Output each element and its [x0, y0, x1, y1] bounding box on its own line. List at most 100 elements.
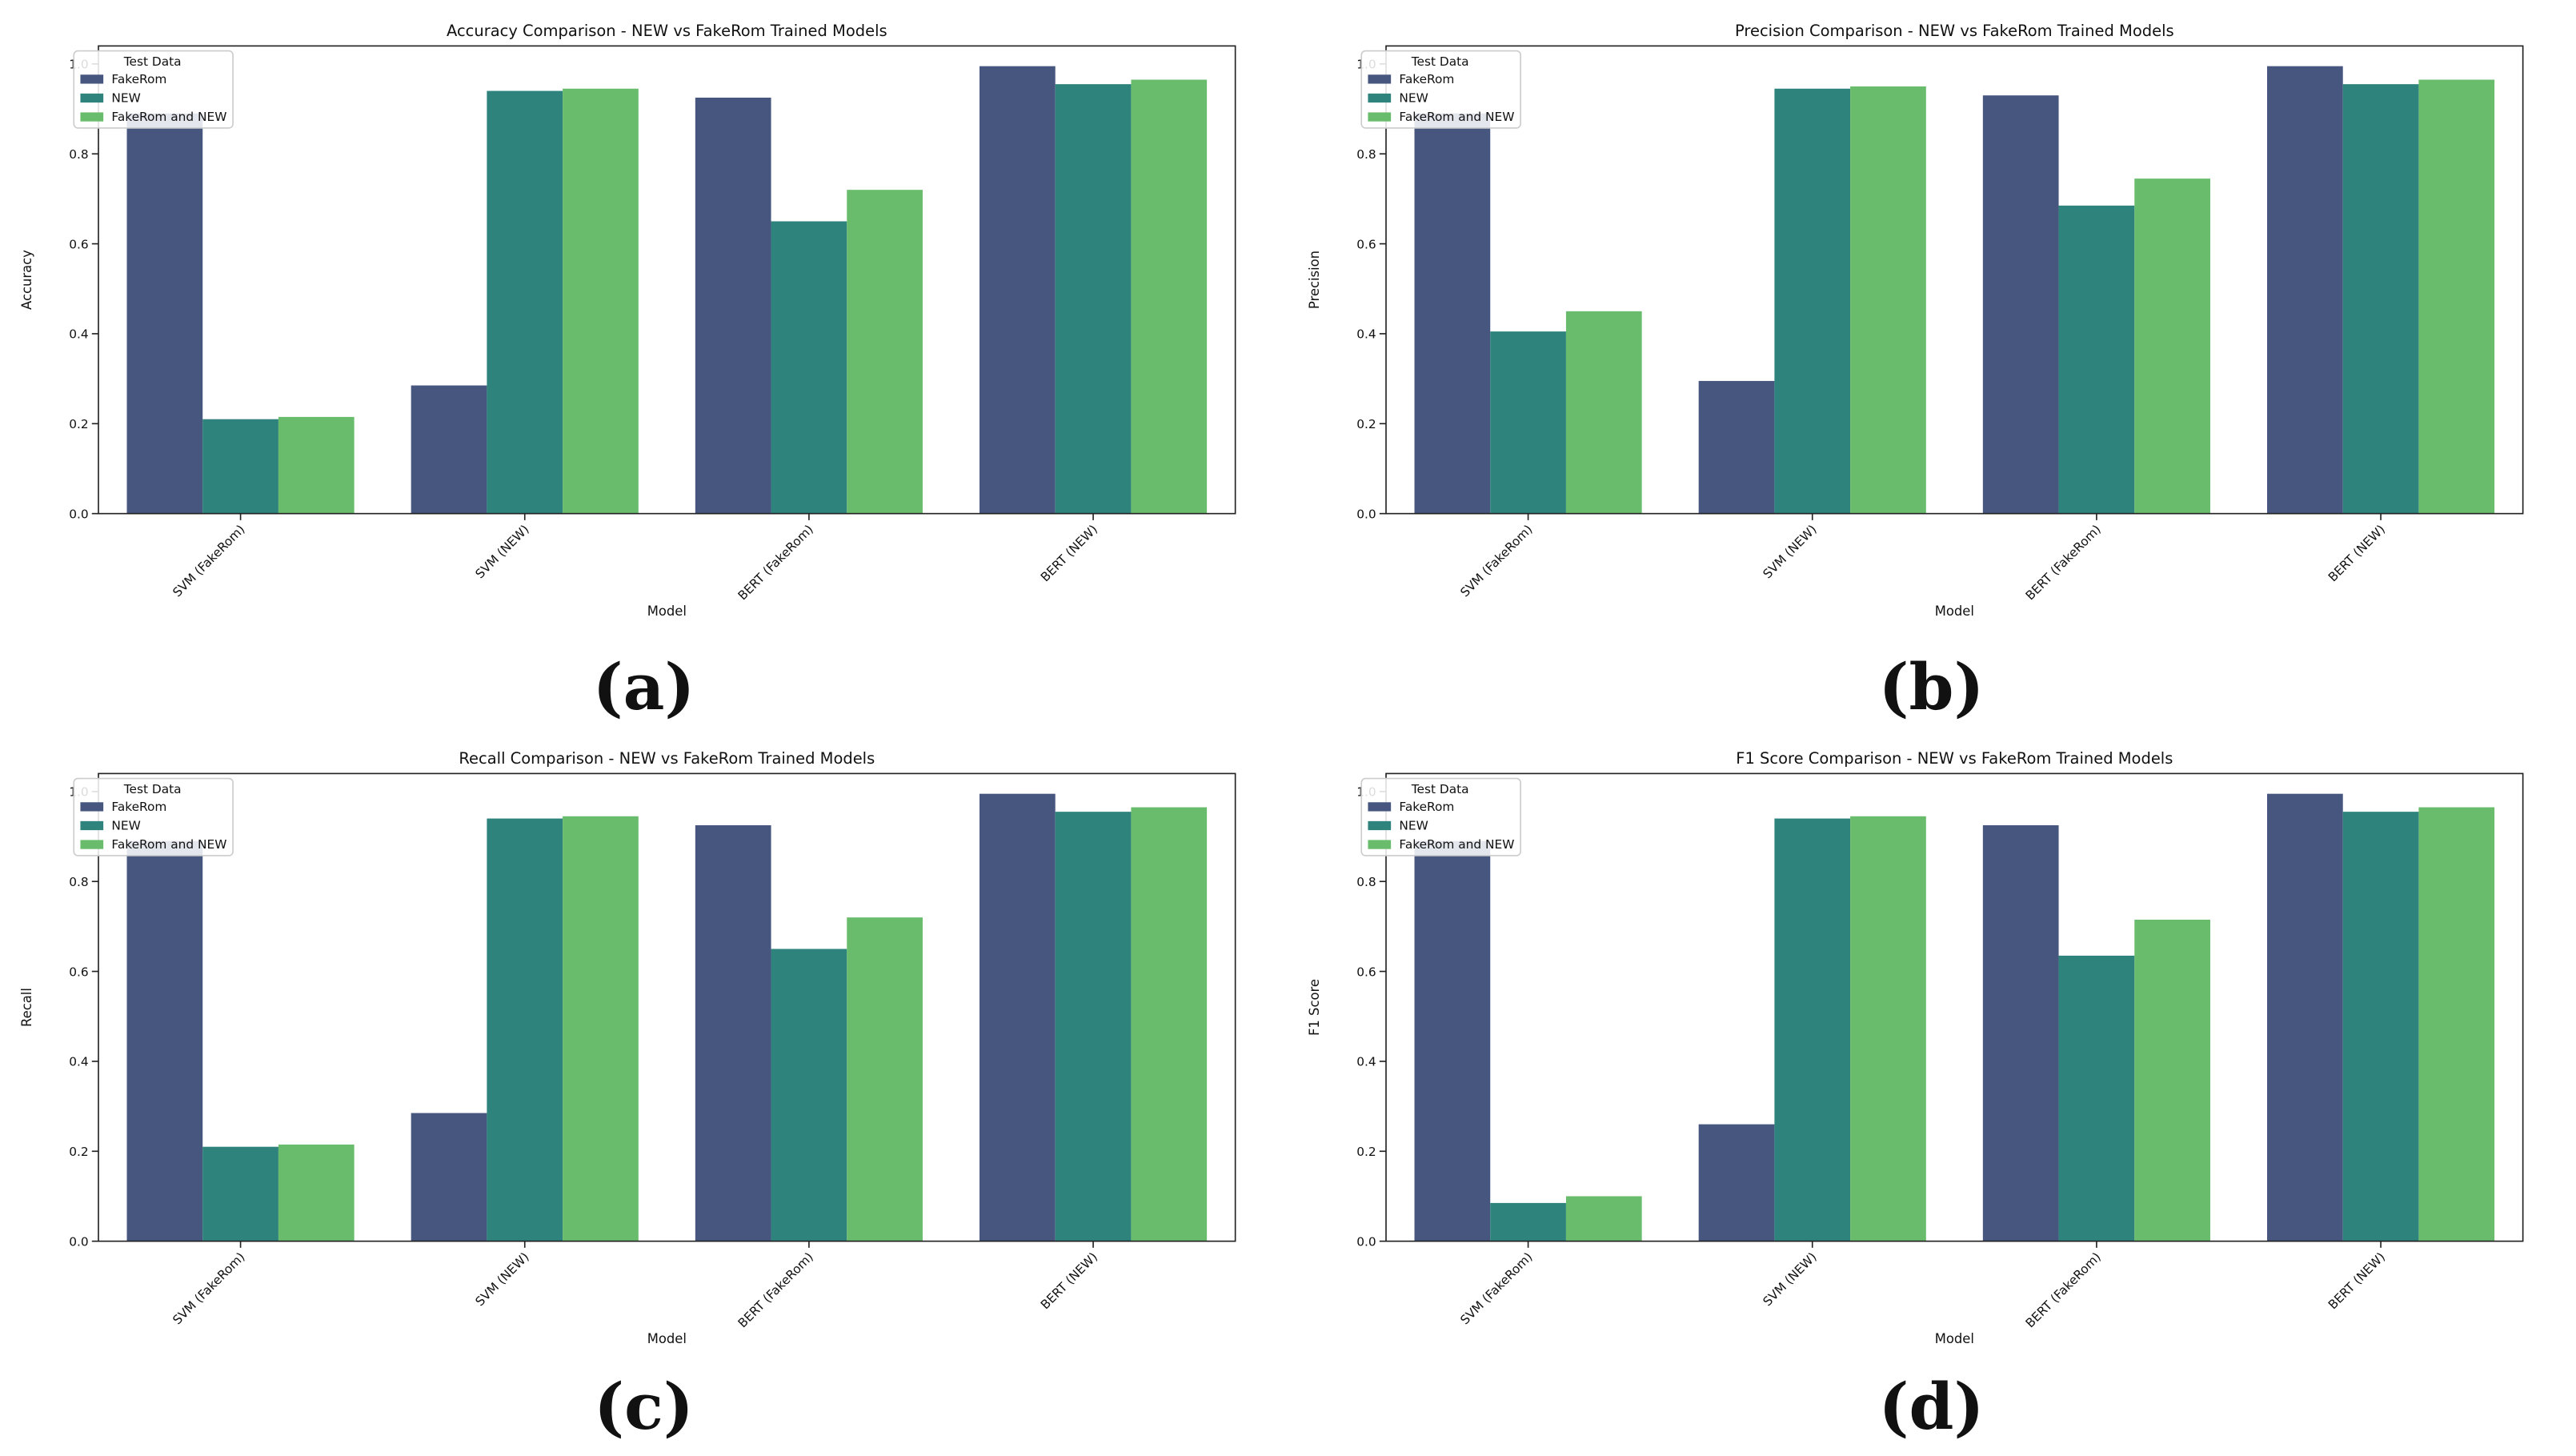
- bar-fakerom-and-new-bert-new: [2418, 79, 2495, 514]
- y-tick-label: 0.4: [69, 327, 88, 342]
- bar-fakerom-and-new-svm-fakerom: [278, 416, 355, 514]
- bar-fakerom-and-new-svm-new: [1850, 816, 1926, 1241]
- bar-fakerom-bert-fakerom: [1982, 95, 2059, 514]
- x-tick-label: BERT (FakeRom): [735, 1249, 816, 1330]
- legend-swatch-new: [80, 820, 104, 831]
- bar-new-svm-fakerom: [202, 1146, 278, 1241]
- y-axis-label: Accuracy: [19, 250, 34, 310]
- bar-fakerom-and-new-bert-new: [2418, 807, 2495, 1241]
- y-tick-label: 0.2: [1356, 1145, 1376, 1159]
- bar-fakerom-bert-new: [980, 66, 1056, 514]
- bar-fakerom-and-new-bert-new: [1131, 807, 1208, 1241]
- panel-f1: F1 Score Comparison - NEW vs FakeRom Tra…: [1288, 728, 2575, 1455]
- bar-new-bert-new: [1055, 84, 1132, 514]
- bar-fakerom-and-new-svm-fakerom: [1565, 1196, 1642, 1241]
- bar-new-svm-new: [1774, 818, 1851, 1241]
- y-tick-label: 0.8: [69, 875, 88, 889]
- x-tick-label: SVM (FakeRom): [170, 522, 247, 600]
- accuracy-chart: Accuracy Comparison - NEW vs FakeRom Tra…: [19, 22, 1236, 619]
- x-tick-label: BERT (NEW): [2326, 522, 2388, 584]
- x-tick-label: SVM (FakeRom): [170, 1249, 247, 1327]
- y-tick-label: 0.0: [1356, 507, 1376, 521]
- bar-fakerom-svm-fakerom: [1414, 840, 1491, 1241]
- bar-new-svm-new: [487, 90, 563, 514]
- plot-group: Recall Comparison - NEW vs FakeRom Train…: [19, 749, 1236, 1346]
- plot-group: F1 Score Comparison - NEW vs FakeRom Tra…: [1307, 749, 2524, 1346]
- legend-swatch-fakerom: [80, 74, 104, 84]
- y-tick-label: 0.6: [1356, 965, 1376, 979]
- recall-chart: Recall Comparison - NEW vs FakeRom Train…: [19, 749, 1236, 1346]
- chart-title: F1 Score Comparison - NEW vs FakeRom Tra…: [1736, 749, 2173, 768]
- y-axis-label: Precision: [1307, 251, 1322, 309]
- y-axis-label: F1 Score: [1307, 979, 1322, 1036]
- plot-frame: [98, 45, 1236, 515]
- x-tick-label: BERT (FakeRom): [735, 522, 816, 603]
- x-tick-label: SVM (NEW): [1761, 522, 1820, 581]
- legend-box: [1360, 50, 1521, 129]
- legend-title: Test Data: [1411, 54, 1469, 69]
- y-tick-label: 0.2: [1356, 417, 1376, 431]
- bar-new-svm-fakerom: [202, 419, 278, 514]
- legend-label-new: NEW: [111, 91, 140, 106]
- bar-fakerom-svm-new: [411, 1113, 487, 1241]
- bar-new-svm-fakerom: [1490, 1202, 1566, 1241]
- y-tick-label: 0.8: [69, 147, 88, 162]
- y-tick-label: 0.6: [69, 237, 88, 251]
- bar-new-bert-fakerom: [771, 949, 847, 1241]
- bar-fakerom-and-new-bert-new: [1131, 79, 1208, 514]
- legend-swatch-fakerom-and-new: [80, 112, 104, 122]
- panel-precision: Precision Comparison - NEW vs FakeRom Tr…: [1288, 0, 2575, 728]
- legend-label-fakerom-and-new: FakeRom and NEW: [1399, 837, 1514, 852]
- x-tick-label: BERT (NEW): [1038, 1249, 1100, 1312]
- legend-box: [1360, 777, 1521, 856]
- legend-swatch-fakerom-and-new: [80, 840, 104, 849]
- x-axis-label: Model: [1935, 1331, 1974, 1346]
- bar-fakerom-bert-new: [980, 793, 1056, 1241]
- panel-accuracy: Accuracy Comparison - NEW vs FakeRom Tra…: [0, 0, 1288, 728]
- chart-title: Accuracy Comparison - NEW vs FakeRom Tra…: [447, 22, 887, 40]
- legend-label-new: NEW: [1399, 819, 1428, 833]
- y-tick-label: 0.4: [69, 1055, 88, 1069]
- x-tick-label: BERT (FakeRom): [2023, 1249, 2104, 1330]
- legend-swatch-fakerom-and-new: [1368, 840, 1392, 849]
- panel-label-a: (a): [592, 649, 695, 724]
- bar-fakerom-and-new-svm-new: [1850, 86, 1926, 514]
- bar-fakerom-bert-new: [2267, 66, 2343, 514]
- bar-new-bert-new: [2342, 84, 2419, 514]
- x-tick-label: SVM (FakeRom): [1457, 1249, 1535, 1327]
- y-tick-label: 0.0: [69, 507, 88, 521]
- panel-recall: Recall Comparison - NEW vs FakeRom Train…: [0, 728, 1288, 1455]
- legend-label-fakerom: FakeRom: [111, 72, 166, 86]
- legend-title: Test Data: [123, 54, 182, 69]
- legend-swatch-fakerom-and-new: [1368, 112, 1392, 122]
- legend-swatch-fakerom: [80, 802, 104, 812]
- x-tick-label: SVM (NEW): [473, 522, 532, 581]
- y-tick-label: 0.8: [1356, 147, 1376, 162]
- x-axis-label: Model: [1935, 604, 1974, 619]
- y-tick-label: 0.8: [1356, 875, 1376, 889]
- chart-title: Recall Comparison - NEW vs FakeRom Train…: [459, 749, 875, 768]
- y-tick-label: 0.0: [69, 1234, 88, 1249]
- bar-new-bert-new: [2342, 812, 2419, 1241]
- panel-label-d: (d): [1878, 1369, 1985, 1444]
- y-tick-label: 0.4: [1356, 1055, 1376, 1069]
- legend-swatch-fakerom: [1368, 802, 1392, 812]
- x-tick-label: SVM (NEW): [473, 1249, 532, 1309]
- legend-title: Test Data: [123, 782, 182, 796]
- panel-label-b: (b): [1878, 649, 1985, 724]
- precision-chart: Precision Comparison - NEW vs FakeRom Tr…: [1307, 22, 2524, 619]
- bar-fakerom-and-new-bert-fakerom: [2134, 919, 2210, 1241]
- legend-swatch-new: [1368, 93, 1392, 103]
- panel-label-c: (c): [594, 1369, 694, 1444]
- x-tick-label: SVM (FakeRom): [1457, 522, 1535, 600]
- bar-fakerom-and-new-svm-new: [563, 88, 639, 514]
- plot-frame: [98, 772, 1236, 1242]
- bar-fakerom-and-new-svm-new: [563, 816, 639, 1241]
- bar-fakerom-and-new-svm-fakerom: [1565, 311, 1642, 514]
- legend-box: [73, 50, 234, 129]
- bar-fakerom-svm-fakerom: [1414, 113, 1491, 514]
- legend-label-fakerom-and-new: FakeRom and NEW: [1399, 110, 1514, 124]
- bar-fakerom-and-new-svm-fakerom: [278, 1144, 355, 1241]
- plot-group: Accuracy Comparison - NEW vs FakeRom Tra…: [19, 22, 1236, 619]
